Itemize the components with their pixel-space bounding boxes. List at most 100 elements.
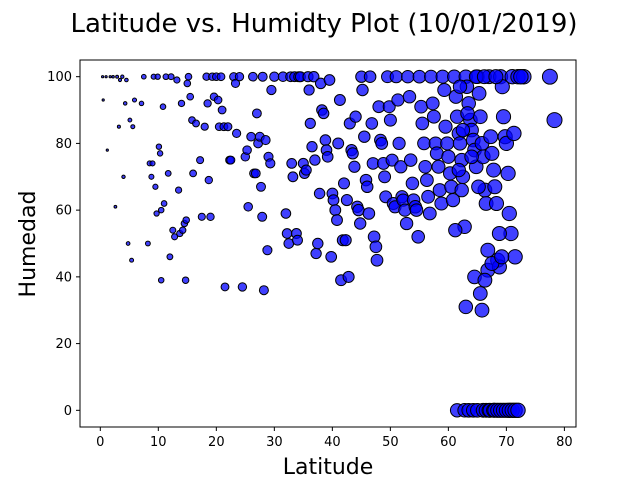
scatter-point bbox=[144, 240, 151, 247]
scatter-point bbox=[471, 179, 486, 195]
scatter-point bbox=[108, 75, 112, 79]
scatter-point bbox=[422, 206, 437, 221]
scatter-point bbox=[300, 164, 312, 176]
scatter-point bbox=[441, 149, 456, 164]
scatter-point bbox=[157, 206, 165, 214]
scatter-point bbox=[363, 70, 377, 83]
scatter-point bbox=[424, 69, 438, 84]
scatter-point bbox=[354, 217, 367, 230]
x-tick-label: 50 bbox=[382, 435, 399, 450]
scatter-point bbox=[438, 119, 453, 134]
scatter-point bbox=[101, 75, 105, 79]
scatter-point bbox=[280, 208, 292, 219]
scatter-point bbox=[464, 149, 479, 165]
scatter-point bbox=[329, 204, 342, 217]
scatter-point bbox=[356, 83, 369, 97]
x-tick-label: 40 bbox=[324, 435, 341, 450]
scatter-point bbox=[169, 226, 177, 234]
scatter-point bbox=[362, 207, 376, 220]
scatter-point bbox=[474, 302, 490, 318]
scatter-point bbox=[421, 189, 435, 204]
scatter-point bbox=[121, 174, 126, 180]
scatter-point bbox=[358, 130, 371, 143]
scatter-point bbox=[223, 122, 233, 132]
scatter-point bbox=[389, 70, 403, 84]
y-tick-label: 40 bbox=[55, 270, 72, 285]
scatter-point bbox=[186, 92, 195, 101]
scatter-point bbox=[477, 272, 493, 288]
scatter-point bbox=[101, 98, 105, 102]
scatter-point bbox=[333, 94, 346, 106]
scatter-point bbox=[220, 282, 230, 292]
scatter-point bbox=[140, 73, 147, 80]
scatter-point bbox=[231, 128, 242, 139]
scatter-point bbox=[113, 204, 118, 209]
scatter-point bbox=[418, 159, 433, 174]
scatter-point bbox=[122, 101, 128, 106]
scatter-point bbox=[156, 150, 164, 157]
scatter-point bbox=[192, 119, 200, 128]
scatter-point bbox=[125, 241, 131, 246]
x-tick-label: 10 bbox=[150, 435, 167, 450]
scatter-point bbox=[306, 141, 318, 153]
scatter-point bbox=[242, 145, 252, 155]
scatter-point bbox=[179, 226, 187, 234]
scatter-point bbox=[331, 214, 343, 227]
scatter-point bbox=[484, 145, 500, 161]
scatter-point bbox=[131, 97, 138, 103]
scatter-point bbox=[394, 160, 408, 174]
scatter-point bbox=[138, 100, 145, 107]
scatter-point bbox=[287, 171, 299, 183]
scatter-point bbox=[452, 136, 468, 151]
scatter-point bbox=[488, 69, 504, 85]
scatter-point bbox=[417, 136, 431, 151]
scatter-point bbox=[213, 95, 223, 105]
scatter-point bbox=[157, 276, 165, 284]
scatter-point bbox=[117, 77, 123, 83]
scatter-point bbox=[405, 176, 420, 191]
scatter-point bbox=[434, 196, 449, 211]
scatter-point bbox=[513, 68, 529, 85]
scatter-point bbox=[152, 183, 159, 190]
scatter-point bbox=[370, 253, 384, 267]
scatter-point bbox=[115, 74, 120, 79]
x-tick-label: 70 bbox=[498, 435, 515, 450]
scatter-point bbox=[281, 228, 293, 239]
scatter-point bbox=[471, 86, 487, 101]
scatter-point bbox=[129, 257, 135, 263]
scatter-point bbox=[385, 153, 399, 167]
scatter-point bbox=[491, 225, 507, 242]
scatter-point bbox=[401, 70, 415, 84]
scatter-point bbox=[313, 187, 326, 200]
scatter-point bbox=[458, 299, 474, 315]
scatter-point bbox=[332, 137, 345, 150]
scatter-point bbox=[472, 109, 488, 125]
scatter-point bbox=[460, 106, 475, 121]
scatter-point bbox=[391, 93, 405, 107]
scatter-point bbox=[265, 158, 276, 169]
y-axis-label: Humedad bbox=[16, 191, 41, 298]
scatter-point bbox=[216, 72, 226, 82]
scatter-point bbox=[160, 200, 168, 207]
scatter-point bbox=[130, 124, 136, 130]
scatter-point bbox=[258, 285, 269, 296]
scatter-point bbox=[506, 125, 522, 142]
scatter-point bbox=[286, 158, 298, 169]
scatter-point bbox=[451, 162, 466, 178]
scatter-point bbox=[323, 74, 336, 86]
scatter-point bbox=[486, 162, 502, 178]
scatter-point bbox=[127, 117, 133, 123]
scatter-point bbox=[234, 72, 245, 82]
scatter-point bbox=[339, 234, 352, 247]
scatter-point bbox=[196, 156, 205, 165]
scatter-point bbox=[369, 240, 383, 254]
x-tick-label: 0 bbox=[96, 435, 104, 450]
scatter-point bbox=[203, 99, 212, 108]
scatter-point bbox=[120, 74, 125, 79]
x-tick-label: 80 bbox=[556, 435, 573, 450]
scatter-point bbox=[337, 177, 351, 190]
scatter-point bbox=[197, 212, 206, 221]
scatter-point bbox=[437, 82, 452, 98]
scatter-point bbox=[182, 216, 190, 224]
y-tick-label: 60 bbox=[55, 204, 72, 219]
